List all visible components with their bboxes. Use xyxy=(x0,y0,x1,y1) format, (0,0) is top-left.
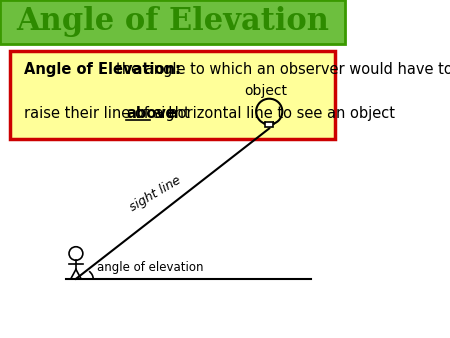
Text: above: above xyxy=(126,106,176,121)
Text: a horizontal line to see an object: a horizontal line to see an object xyxy=(150,106,396,121)
Text: sight line: sight line xyxy=(127,173,183,214)
FancyBboxPatch shape xyxy=(10,51,335,139)
FancyBboxPatch shape xyxy=(0,0,345,44)
FancyBboxPatch shape xyxy=(265,122,273,127)
Text: the angle to which an observer would have to: the angle to which an observer would hav… xyxy=(116,62,450,77)
Text: angle of elevation: angle of elevation xyxy=(97,261,203,274)
Text: object: object xyxy=(244,84,287,98)
Text: Angle of Elevation:: Angle of Elevation: xyxy=(24,62,181,77)
Text: raise their line of sight: raise their line of sight xyxy=(24,106,194,121)
Text: Angle of Elevation: Angle of Elevation xyxy=(16,6,329,38)
